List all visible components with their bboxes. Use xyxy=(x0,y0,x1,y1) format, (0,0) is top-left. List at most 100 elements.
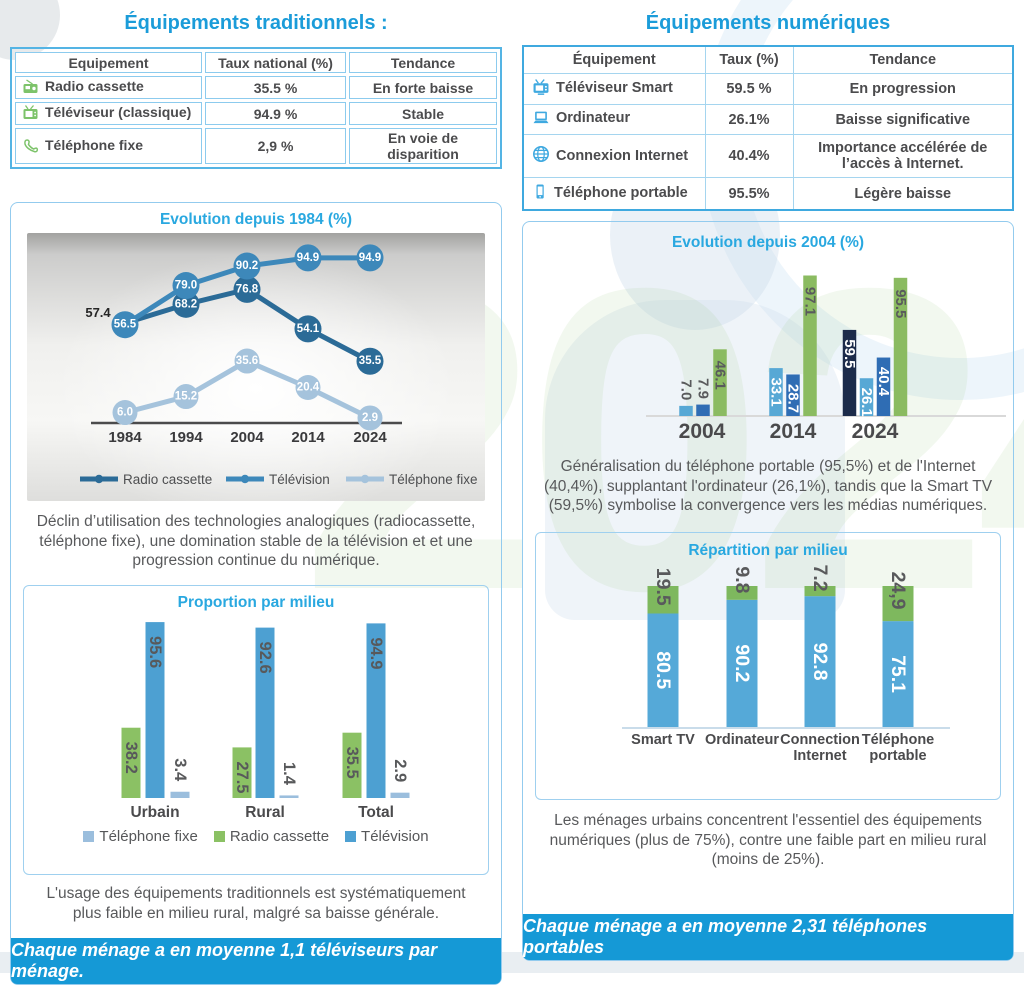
data-point xyxy=(295,375,320,401)
proportion-milieu-chart: 38.2 95.6 3.4 Urbain 27.5 92.6 1.4 Rural 35.5 94.… xyxy=(121,622,410,821)
equipment-trend: Importance accélérée de l’accès à Intern… xyxy=(792,134,1014,178)
equipment-trend: En voie de disparition xyxy=(349,128,497,164)
bar xyxy=(696,404,710,416)
category-label: Total xyxy=(358,804,394,821)
bar xyxy=(390,792,410,799)
digital-title: Équipements numériques xyxy=(645,12,891,34)
bar xyxy=(170,791,190,799)
legend-label: Téléphone fixe xyxy=(389,472,478,487)
bar-value-label: 28.7 xyxy=(785,384,802,413)
equipment-label: Connexion Internet xyxy=(556,148,689,164)
bar xyxy=(342,732,362,799)
digital-detail-box: Evolution depuis 2004 (%) 7.0 7.9 46.1 2004… xyxy=(522,221,1014,961)
data-point xyxy=(356,347,383,375)
table-row: Téléviseur (classique) 94.9 % Stable xyxy=(15,102,497,125)
bar-chart-title: Proportion par milieu xyxy=(177,594,335,612)
phone-icon xyxy=(22,138,39,156)
bar-urban-segment xyxy=(726,599,758,728)
bar-value-label: 24,9 xyxy=(887,572,909,610)
bar-value-label: 3.4 xyxy=(171,758,189,782)
mobile-icon xyxy=(532,183,548,204)
point-value-label: 15.2 xyxy=(174,391,196,403)
data-point xyxy=(112,400,137,426)
legend-marker xyxy=(360,474,369,484)
data-point xyxy=(233,252,260,280)
col-header: Equipement xyxy=(15,52,202,73)
bar xyxy=(679,405,693,416)
data-point xyxy=(233,275,260,303)
bar-value-label: 7.9 xyxy=(695,378,712,399)
traditional-detail-box: Evolution depuis 1984 (%) 1984 1994 2004 20… xyxy=(10,202,502,985)
table-row: Connexion Internet 40.4% Importance accé… xyxy=(522,134,1014,178)
bar-value-label: 2.9 xyxy=(391,759,409,782)
bar-value-label: 1.4 xyxy=(280,762,298,786)
bar xyxy=(859,378,874,416)
bar-value-label: 7.2 xyxy=(809,565,831,592)
data-point xyxy=(294,315,321,343)
legend-swatch xyxy=(345,831,357,843)
data-point xyxy=(173,384,198,410)
traditional-evolution-caption: Déclin d’utilisation des technologies an… xyxy=(36,513,476,570)
traditional-equipment-column: Équipements traditionnels : Equipement T… xyxy=(10,6,502,985)
evolution-1984-chart: 1984 1994 2004 2014 2024 57.4 68.2 76.8 54.1 35.5… xyxy=(27,233,485,501)
equipment-rate: 2,9 % xyxy=(205,128,346,164)
line-chart-title: Evolution depuis 1984 (%) xyxy=(159,211,353,228)
equipment-rate: 40.4% xyxy=(704,134,794,178)
x-tick-label: 1994 xyxy=(169,429,203,446)
repartition-milieu-chart: 80.5 19.5 Smart TV 90.2 9.8 Ordinateur 92.8 7.2… xyxy=(622,565,950,764)
equipment-trend: En progression xyxy=(792,73,1014,105)
bar-value-label: 80.5 xyxy=(652,651,674,689)
bar-rural-segment xyxy=(647,586,679,614)
legend-item: Télévision xyxy=(345,828,429,845)
repartition-milieu-box: Répartition par milieu 80.5 19.5 Smart TV 9… xyxy=(535,532,1001,801)
table-header-row: Equipement Taux national (%) Tendance xyxy=(15,52,497,73)
legend-label: Télévision xyxy=(361,828,429,846)
bar-value-label: 35.5 xyxy=(343,747,361,779)
bar xyxy=(366,623,386,799)
bar-value-label: 33.1 xyxy=(768,378,785,407)
bar xyxy=(893,277,908,416)
bar-value-label: 92.8 xyxy=(809,643,831,681)
equipment-trend: En forte baisse xyxy=(349,76,497,99)
bar-urban-segment xyxy=(804,596,836,728)
bar xyxy=(279,795,299,799)
bar-value-label: 92.6 xyxy=(256,642,274,674)
category-label: Internet xyxy=(793,748,846,764)
legend-label: Télévision xyxy=(269,472,330,487)
bar-value-label: 38.2 xyxy=(122,742,140,774)
col-header: Équipement xyxy=(522,45,706,74)
legend-item: Radio cassette xyxy=(213,828,330,846)
point-value-label: 35.6 xyxy=(235,355,257,367)
data-point xyxy=(172,290,199,318)
category-label: Ordinateur xyxy=(705,732,779,748)
smart-tv-icon xyxy=(532,79,550,99)
data-point xyxy=(294,244,321,272)
equipment-label: Téléviseur (classique) xyxy=(45,104,192,120)
equipment-label: Téléphone fixe xyxy=(45,136,144,153)
bar xyxy=(145,622,165,799)
bar xyxy=(713,349,727,416)
category-label: Téléphone xyxy=(862,732,935,748)
bar-value-label: 97.1 xyxy=(802,287,819,316)
legend-label: Radio cassette xyxy=(229,828,330,846)
traditional-footer-banner: Chaque ménage a en moyenne 1,1 téléviseu… xyxy=(11,938,501,984)
legend-swatch xyxy=(213,831,225,843)
category-label: Rural xyxy=(245,804,285,821)
bar xyxy=(255,627,275,799)
digital-table: Équipement Taux (%) Tendance Téléviseur … xyxy=(522,45,1014,211)
equipment-label: Ordinateur xyxy=(556,110,631,126)
computer-icon xyxy=(532,110,550,129)
bar xyxy=(876,357,891,416)
category-label: Connection xyxy=(780,732,860,748)
equipment-label: Radio cassette xyxy=(45,78,144,94)
bar-value-label: 40.4 xyxy=(875,367,892,397)
legend-marker xyxy=(240,474,249,484)
equipment-trend: Légère baisse xyxy=(792,177,1014,211)
legend-label: Téléphone fixe xyxy=(99,828,198,846)
point-value-label: 35.5 xyxy=(358,355,381,367)
bar-value-label: 9.8 xyxy=(731,566,753,593)
point-value-label: 68.2 xyxy=(174,298,196,310)
equipment-rate: 94.9 % xyxy=(205,102,346,125)
bar-value-label: 59.5 xyxy=(841,339,858,368)
bar xyxy=(842,329,857,416)
